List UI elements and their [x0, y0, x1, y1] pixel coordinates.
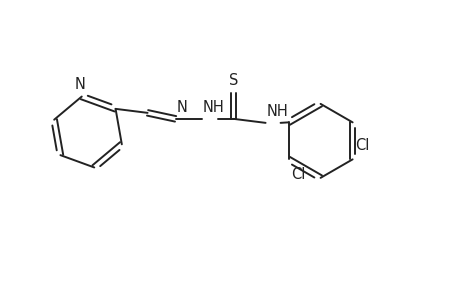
Text: Cl: Cl [291, 167, 305, 182]
Text: NH: NH [266, 104, 288, 119]
Text: NH: NH [202, 100, 224, 115]
Text: S: S [229, 73, 238, 88]
Text: Cl: Cl [355, 138, 369, 153]
Text: N: N [176, 100, 187, 115]
Text: N: N [74, 76, 85, 92]
